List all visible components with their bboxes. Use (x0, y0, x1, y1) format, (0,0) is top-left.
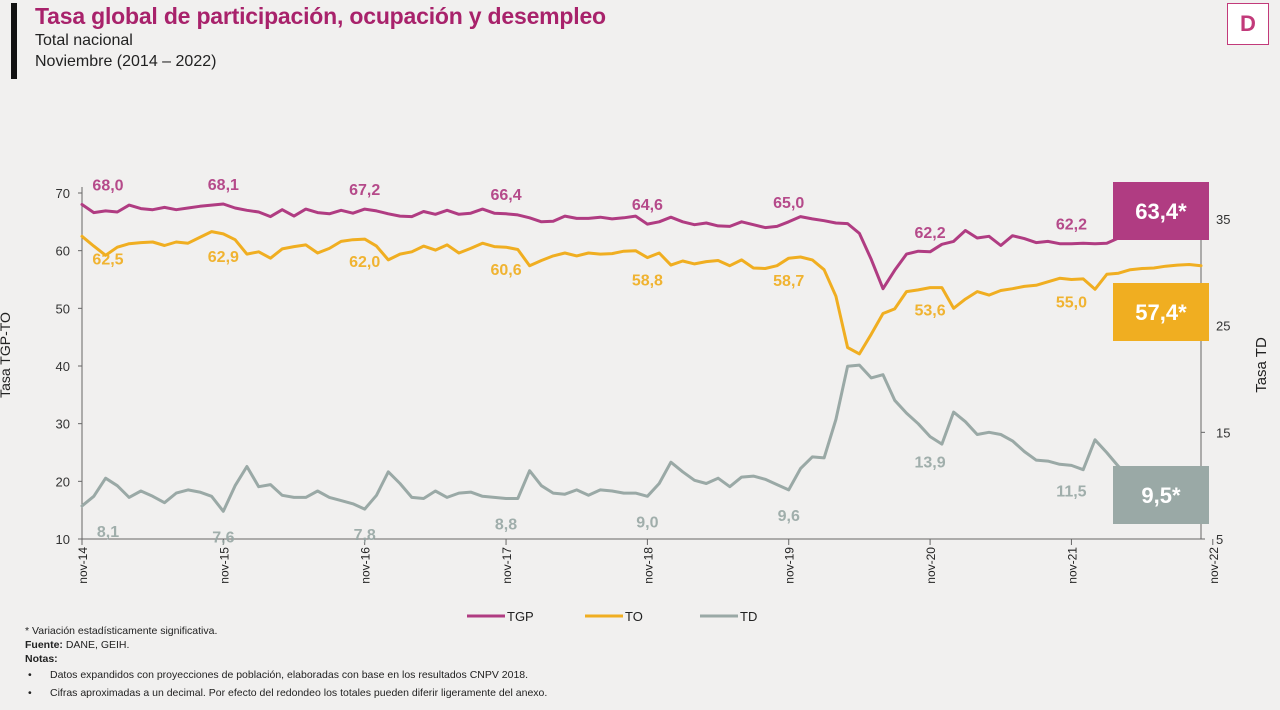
chart-subtitle-scope: Total nacional (35, 32, 133, 49)
y-tick-label-left: 10 (56, 532, 70, 547)
data-label-to: 58,8 (632, 273, 663, 290)
legend-label-tgp: TGP (507, 609, 534, 624)
x-tick-label: nov-18 (641, 547, 655, 584)
data-label-to: 62,9 (208, 249, 239, 266)
data-label-tgp: 65,0 (773, 195, 804, 212)
legend-label-to: TO (625, 609, 643, 624)
y-tick-label-left: 70 (56, 186, 70, 201)
final-value-box-td (1113, 466, 1209, 524)
notes-bullet: • (28, 687, 32, 699)
source-text: DANE, GEIH. (62, 639, 130, 651)
series-line-td (80, 363, 1203, 513)
line-chart: 10 20 30 40 50 60 70 5 15 25 35 Tasa TGP-TO Tasa TD n… (0, 177, 1270, 624)
final-value-label-tgp: 63,4* (1135, 199, 1187, 224)
data-label-td: 13,9 (915, 455, 946, 472)
data-label-td: 9,6 (778, 508, 800, 525)
y-tick-label-left: 60 (56, 244, 70, 259)
data-label-tgp: 68,1 (208, 177, 239, 194)
data-label-td: 7,8 (354, 527, 376, 544)
data-label-to: 62,0 (349, 254, 380, 271)
data-label-to: 55,0 (1056, 295, 1087, 312)
data-label-tgp: 62,2 (1056, 217, 1087, 234)
x-tick-label: nov-14 (76, 547, 90, 584)
final-value-box-tgp (1113, 182, 1209, 240)
notes-item-1: Datos expandidos con proyecciones de pob… (50, 669, 529, 681)
data-label-tgp: 67,2 (349, 182, 380, 199)
data-label-td: 8,8 (495, 516, 517, 533)
y-axis-label-left: Tasa TGP-TO (0, 312, 13, 398)
data-label-td: 9,0 (636, 514, 658, 531)
data-label-to: 53,6 (915, 303, 946, 320)
y-tick-label-right: 5 (1216, 532, 1223, 547)
x-tick-label: nov-22 (1207, 547, 1221, 584)
source-label: Fuente: (25, 639, 63, 651)
y-tick-label-left: 50 (56, 301, 70, 316)
y-tick-label-right: 15 (1216, 425, 1230, 440)
data-label-tgp: 66,4 (490, 187, 521, 204)
x-tick-label: nov-16 (359, 547, 373, 584)
data-label-tgp: 62,2 (915, 225, 946, 242)
source-line: Fuente: DANE, GEIH. (25, 639, 129, 652)
data-label-to: 58,7 (773, 273, 804, 290)
data-label-tgp: 68,0 (92, 178, 123, 195)
y-tick-label-left: 40 (56, 359, 70, 374)
notes-item-2: Cifras aproximadas a un decimal. Por efe… (50, 687, 548, 699)
data-label-to: 62,5 (92, 251, 123, 268)
data-label-to: 60,6 (490, 262, 521, 279)
title-accent-bar (11, 3, 17, 79)
legend-label-td: TD (740, 609, 757, 624)
x-tick-label: nov-21 (1065, 547, 1079, 584)
final-value-box-to (1113, 283, 1209, 341)
x-tick-label: nov-20 (924, 547, 938, 584)
chart-title: Tasa global de participación, ocupación … (35, 3, 606, 29)
data-label-td: 8,1 (97, 524, 119, 541)
y-tick-label-left: 20 (56, 474, 70, 489)
y-axis-label-right: Tasa TD (1253, 337, 1270, 393)
dane-logo-icon: D (1227, 3, 1269, 45)
data-label-tgp: 64,6 (632, 197, 663, 214)
data-label-td: 11,5 (1056, 483, 1086, 500)
series-line-to (80, 230, 1203, 356)
y-tick-label-right: 35 (1216, 212, 1230, 227)
significance-note: * Variación estadísticamente significati… (25, 625, 218, 637)
final-value-label-td: 9,5* (1141, 483, 1181, 508)
x-tick-label: nov-15 (217, 547, 231, 584)
series-line-tgp (80, 202, 1203, 291)
notes-bullet: • (28, 669, 32, 681)
chart-subtitle-period: Noviembre (2014 – 2022) (35, 53, 217, 70)
x-tick-label: nov-19 (783, 547, 797, 584)
data-label-td: 7,6 (212, 529, 234, 546)
notes-heading: Notas: (25, 653, 58, 665)
y-tick-label-right: 25 (1216, 319, 1230, 334)
final-value-label-to: 57,4* (1135, 300, 1187, 325)
x-tick-label: nov-17 (500, 547, 514, 584)
y-tick-label-left: 30 (56, 417, 70, 432)
